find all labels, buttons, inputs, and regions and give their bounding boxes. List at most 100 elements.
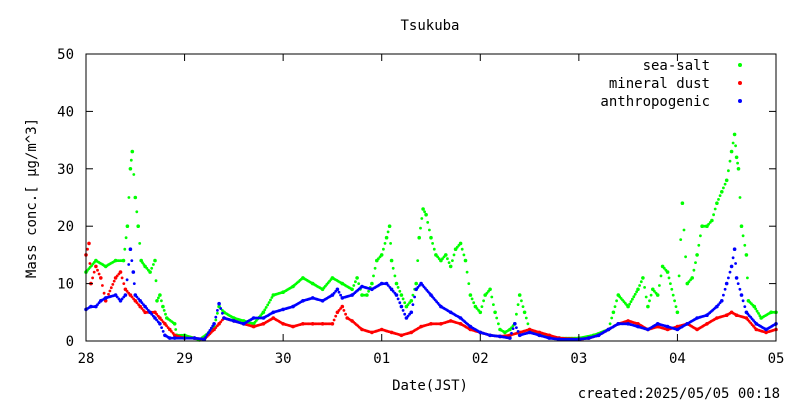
data-point xyxy=(662,266,666,270)
data-point xyxy=(365,293,369,297)
data-point xyxy=(160,299,163,303)
data-point xyxy=(734,144,737,148)
x-axis-label: Date(JST) xyxy=(392,378,468,394)
x-tick-label: 29 xyxy=(176,351,193,367)
data-point xyxy=(391,266,395,270)
data-point xyxy=(266,303,270,307)
data-point xyxy=(608,322,612,326)
data-point xyxy=(150,266,154,270)
y-tick-label: 20 xyxy=(57,219,74,235)
data-point xyxy=(352,284,356,287)
data-point xyxy=(123,293,128,297)
data-point xyxy=(447,261,451,264)
data-point xyxy=(424,212,428,217)
data-point xyxy=(102,291,106,295)
data-point xyxy=(452,253,456,257)
data-point xyxy=(111,283,115,286)
legend-marker xyxy=(738,81,742,85)
data-point xyxy=(109,286,113,290)
data-point xyxy=(145,266,149,270)
data-point xyxy=(386,230,390,234)
data-point xyxy=(631,297,634,301)
data-point xyxy=(401,297,405,301)
data-point xyxy=(673,299,676,303)
data-point xyxy=(712,213,715,217)
data-point xyxy=(723,182,727,186)
data-point xyxy=(736,161,739,165)
data-point xyxy=(389,242,392,245)
data-point xyxy=(717,303,720,306)
data-point xyxy=(729,149,734,154)
data-point xyxy=(463,258,468,263)
data-point xyxy=(127,263,131,266)
data-point xyxy=(738,287,742,291)
data-point xyxy=(205,333,209,337)
data-point xyxy=(135,210,139,214)
data-point xyxy=(516,303,520,306)
data-point xyxy=(174,328,178,331)
data-point xyxy=(160,318,164,322)
data-point xyxy=(727,169,730,173)
data-point xyxy=(125,224,130,228)
data-point xyxy=(337,290,341,294)
data-point xyxy=(214,315,218,319)
data-point xyxy=(467,282,471,285)
data-point xyxy=(145,307,149,310)
x-tick-label: 04 xyxy=(669,351,686,367)
data-point xyxy=(133,195,138,200)
data-point xyxy=(736,282,740,285)
data-point xyxy=(628,302,631,306)
data-point xyxy=(511,327,515,330)
data-point xyxy=(671,293,675,297)
data-point xyxy=(717,198,720,201)
data-point xyxy=(219,307,223,310)
data-point xyxy=(91,276,94,280)
data-point xyxy=(465,270,469,274)
data-point xyxy=(724,281,729,286)
data-point xyxy=(148,270,152,274)
data-point xyxy=(122,282,126,285)
data-point xyxy=(734,276,739,280)
data-point xyxy=(734,262,737,265)
data-point xyxy=(699,234,702,238)
data-point xyxy=(170,330,173,333)
data-point xyxy=(269,298,272,302)
data-point xyxy=(125,278,129,282)
data-point xyxy=(86,247,89,251)
data-point xyxy=(209,326,213,330)
data-point xyxy=(123,247,127,251)
data-point xyxy=(731,256,735,260)
data-point xyxy=(460,247,464,251)
data-point xyxy=(729,264,734,269)
data-point xyxy=(214,318,218,322)
data-point xyxy=(497,322,500,326)
data-point xyxy=(697,243,701,247)
data-point xyxy=(334,314,338,318)
data-point xyxy=(629,300,633,303)
legend-label: mineral dust xyxy=(609,76,710,92)
data-point xyxy=(406,303,410,306)
axis-ticks: 0 10 20 30 40 50 28 29 30 01 02 03 04 05 xyxy=(57,47,784,367)
data-point xyxy=(161,304,165,309)
data-point xyxy=(373,266,377,270)
data-point xyxy=(679,238,683,242)
data-point xyxy=(121,258,126,263)
data-point xyxy=(216,311,219,315)
data-point xyxy=(695,253,699,257)
data-point xyxy=(264,306,268,309)
data-point xyxy=(728,270,732,274)
data-point xyxy=(94,264,98,269)
data-point xyxy=(635,290,638,294)
data-point xyxy=(344,312,347,316)
data-point xyxy=(416,286,420,289)
legend: sea-salt mineral dust anthropogenic xyxy=(600,58,742,110)
data-point xyxy=(138,242,142,245)
data-point xyxy=(638,284,641,287)
data-point xyxy=(409,299,414,303)
data-point xyxy=(754,307,758,311)
data-point xyxy=(217,301,221,306)
x-tick-label: 30 xyxy=(275,351,292,367)
data-point xyxy=(88,262,92,265)
data-point xyxy=(155,318,159,322)
data-point xyxy=(752,304,757,309)
